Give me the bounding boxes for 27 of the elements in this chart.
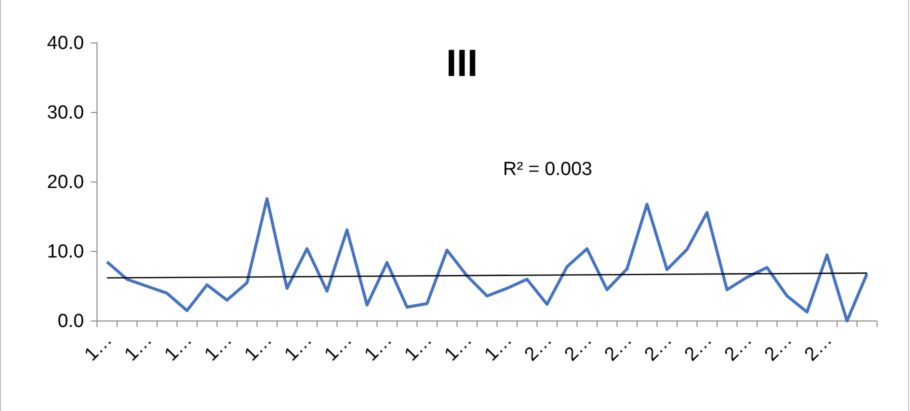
x-tick-label: 1…	[200, 330, 237, 366]
x-tick-label: 2…	[680, 330, 717, 366]
y-tick-label: 10.0	[47, 242, 84, 263]
x-tick-label: 2…	[600, 330, 637, 366]
x-tick-label: 2…	[520, 330, 557, 366]
x-tick-label: 1…	[480, 330, 517, 366]
x-tick-label: 2…	[800, 330, 837, 366]
x-tick-label: 1…	[160, 330, 197, 366]
y-tick-label: 0.0	[58, 311, 84, 332]
x-tick-label: 1…	[440, 330, 477, 366]
x-tick-label: 2…	[760, 330, 797, 366]
chart-title: III	[446, 43, 478, 85]
annotation: R² = 0.003	[503, 159, 592, 180]
x-tick-label: 1…	[280, 330, 317, 366]
x-tick-label: 1…	[400, 330, 437, 366]
x-tick-label: 1…	[360, 330, 397, 366]
y-tick-label: 40.0	[47, 33, 84, 54]
x-tick-label: 2…	[720, 330, 757, 366]
line-series	[106, 197, 868, 322]
y-tick-label: 20.0	[47, 172, 84, 194]
x-tick-label: 1…	[80, 330, 117, 366]
x-tick-label: 2…	[560, 330, 597, 366]
x-tick-label: 1…	[320, 330, 357, 366]
x-tick-label: 2…	[640, 330, 677, 366]
x-tick-label: 1…	[240, 330, 277, 366]
x-tick-label: 1…	[120, 330, 157, 366]
y-tick-label: 30.0	[47, 102, 84, 124]
